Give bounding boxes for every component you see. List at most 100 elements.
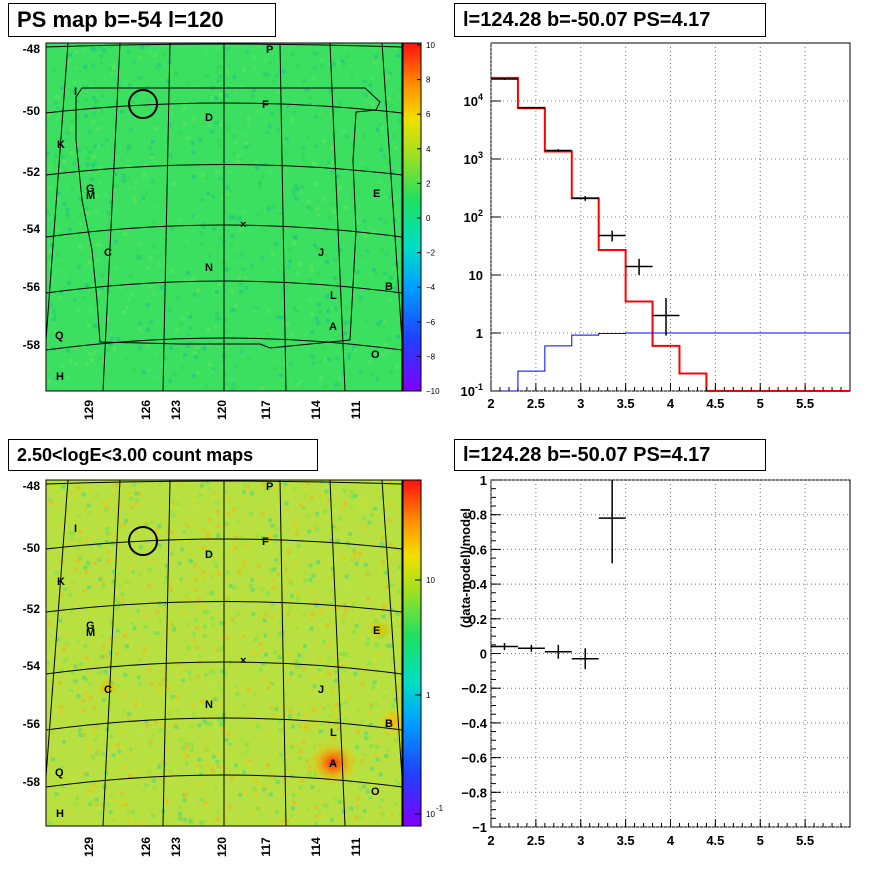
ps-colorbar-label: −8 <box>426 352 436 361</box>
roi-circle <box>128 89 158 119</box>
source-label-c: C <box>104 684 112 696</box>
source-label-c: C <box>104 247 112 259</box>
source-label-l: L <box>330 727 337 739</box>
source-label-l: L <box>330 290 337 302</box>
count-map-sources: P I F D K GM E C J N B L A Q O H <box>55 481 393 820</box>
source-label-e: E <box>373 625 380 637</box>
ps-colorbar-label: −6 <box>426 318 436 327</box>
lon-label: 123 <box>169 400 183 420</box>
data-point <box>571 196 599 201</box>
x-tick-label: 4 <box>667 396 675 411</box>
lat-label: -54 <box>23 222 41 236</box>
lon-label: 123 <box>169 837 183 857</box>
data-point <box>652 298 680 336</box>
residual-point <box>571 648 599 670</box>
count-colorbar-label: 1 <box>426 691 431 700</box>
lon-label: 120 <box>215 400 229 420</box>
count-map-frame <box>45 479 403 827</box>
lon-label: 111 <box>349 837 363 856</box>
y-tick-label: 1 <box>476 326 483 341</box>
lon-label: 114 <box>309 400 323 420</box>
count-colorbar <box>402 479 422 827</box>
ps-colorbar-label: 2 <box>426 179 431 188</box>
source-label-a: A <box>329 758 337 770</box>
source-label-f: F <box>262 99 269 111</box>
residual-points <box>491 480 626 670</box>
residual-ylabel: (data-model)/model <box>458 508 473 628</box>
lat-label: -50 <box>23 104 41 118</box>
data-point <box>598 230 626 242</box>
source-label-o: O <box>371 349 380 361</box>
residual-title: l=124.28 b=-50.07 PS=4.17 <box>454 439 766 471</box>
x-tick-label: 4.5 <box>706 833 724 848</box>
lat-label: -56 <box>23 717 41 731</box>
x-tick-label: 5.5 <box>796 396 814 411</box>
x-tick-label: 3.5 <box>617 396 635 411</box>
source-label-i: I <box>74 523 77 535</box>
y-tick-label: 102 <box>464 208 483 225</box>
hotspot-C <box>98 679 118 697</box>
lat-label: -48 <box>23 479 41 493</box>
count-map-noise <box>46 480 402 826</box>
count-map-lon-labels: 129 126 123 120 117 114 111 <box>82 837 363 857</box>
count-colorbar-label: 10 <box>426 576 435 585</box>
x-tick-label: 2.5 <box>527 833 545 848</box>
ps-colorbar-label: 10 <box>426 41 435 50</box>
source-label-g: G <box>86 620 95 632</box>
lat-label: -54 <box>23 659 41 673</box>
lat-label: -52 <box>23 165 41 179</box>
center-marker-count: × <box>240 655 246 667</box>
data-point <box>491 77 518 81</box>
ps-colorbar-label: 0 <box>426 214 431 223</box>
y-tick-label: 103 <box>464 150 483 167</box>
count-map-title: 2.50<logE<3.00 count maps <box>8 439 318 471</box>
residual-ticks: 2 2.5 3 3.5 4 4.5 5 5.5 −1 −0.8 −0.6 −0.4 −0.2 0 0.2 0.… <box>461 473 851 848</box>
y-tick-label: 0.6 <box>469 542 487 557</box>
source-label-e: E <box>373 188 380 200</box>
lon-label: 129 <box>82 400 96 420</box>
y-tick-label: 0 <box>480 647 487 662</box>
roi-circle-count <box>128 526 158 556</box>
spectrum-title: l=124.28 b=-50.07 PS=4.17 <box>454 3 766 37</box>
ps-colorbar-label: −10 <box>426 387 440 396</box>
count-map-grid <box>45 479 403 827</box>
source-label-m: M <box>86 627 95 639</box>
x-tick-label: 2 <box>487 396 494 411</box>
lat-label: -58 <box>23 775 41 789</box>
data-point <box>544 149 572 153</box>
y-tick-label: 104 <box>464 92 483 109</box>
source-label-g: G <box>86 183 95 195</box>
residual-point <box>598 480 626 564</box>
lon-label: 120 <box>215 837 229 857</box>
ps-map-panel: × P I F D K GM E C J N B L A Q O H 10 8 6 4 2 0 −2 −4 −6 −8 −10 -… <box>23 41 440 420</box>
y-tick-label: −0.6 <box>461 751 487 766</box>
ps-map-title: PS map b=-54 l=120 <box>8 3 276 37</box>
x-tick-label: 2 <box>487 833 494 848</box>
ps-colorbar-label: −4 <box>426 283 436 292</box>
ps-map-frame <box>45 42 403 392</box>
lat-label: -58 <box>23 338 41 352</box>
ps-colorbar-label: −2 <box>426 249 436 258</box>
count-map-lat-labels: -48 -50 -52 -54 -56 -58 <box>23 479 41 789</box>
ps-colorbar <box>402 42 422 392</box>
y-tick-label: 1 <box>480 473 487 488</box>
source-label-m: M <box>86 190 95 202</box>
residual-point <box>544 644 572 659</box>
source-label-b: B <box>385 281 393 293</box>
ps-map-sources: P I F D K GM E C J N B L A Q O H <box>55 44 393 383</box>
spectrum-ticks: 2 2.5 3 3.5 4 4.5 5 5.5 10-1 1 10 102 103 104 <box>461 92 851 411</box>
x-tick-label: 4.5 <box>706 396 724 411</box>
source-label-q: Q <box>55 767 64 779</box>
y-tick-label: −1 <box>472 820 487 835</box>
source-label-i: I <box>74 86 77 98</box>
source-label-h: H <box>56 371 64 383</box>
source-label-k: K <box>57 139 65 151</box>
ps-colorbar-labels: 10 8 6 4 2 0 −2 −4 −6 −8 −10 <box>417 41 440 396</box>
hotspot-A <box>309 741 357 785</box>
y-tick-label: 0.2 <box>469 612 487 627</box>
y-tick-label: 10-1 <box>461 382 483 399</box>
source-label-j: J <box>318 684 324 696</box>
data-point <box>517 106 545 109</box>
